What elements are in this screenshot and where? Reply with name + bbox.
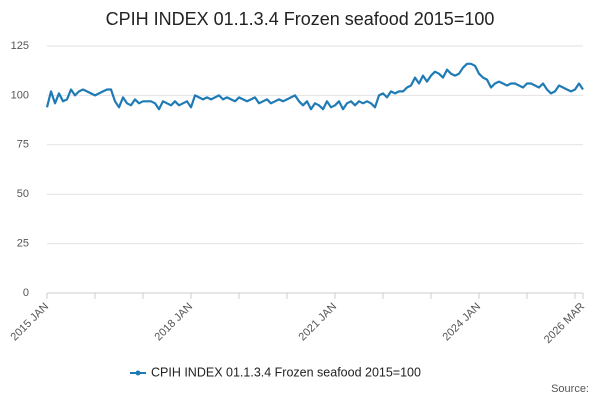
legend-label: CPIH INDEX 01.1.3.4 Frozen seafood 2015=…	[151, 365, 421, 379]
x-tick-label: 2024 JAN	[441, 301, 484, 344]
source: Source:	[551, 383, 589, 395]
y-tick-label: 125	[11, 40, 29, 52]
x-tick-label: 2018 JAN	[153, 301, 196, 344]
y-tick-label: 25	[17, 238, 29, 250]
series-line	[45, 62, 584, 111]
y-tick-label: 0	[23, 287, 29, 299]
y-tick-label: 75	[17, 139, 29, 151]
x-tick-label: 2026 MAR	[542, 301, 587, 346]
y-tick-label: 100	[11, 89, 29, 101]
legend-marker	[135, 370, 141, 376]
chart-title: CPIH INDEX 01.1.3.4 Frozen seafood 2015=…	[106, 9, 495, 29]
x-tick-label: 2021 JAN	[297, 301, 340, 344]
x-tick-label: 2015 JAN	[9, 301, 52, 344]
y-tick-label: 50	[17, 188, 29, 200]
